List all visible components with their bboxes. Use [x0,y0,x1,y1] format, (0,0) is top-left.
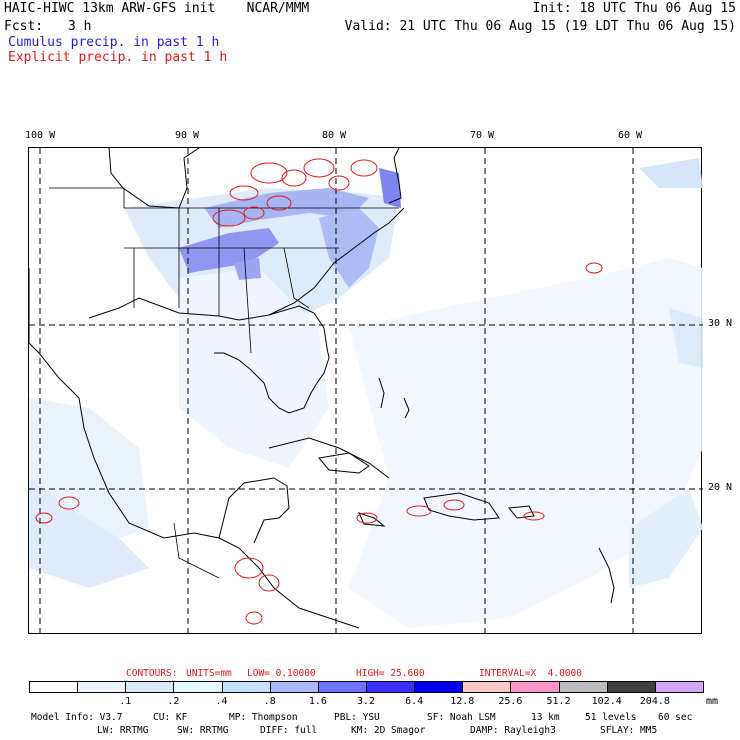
colorbar-tick-label: .1 [119,696,132,707]
colorbar-tick-label: .8 [263,696,276,707]
colorbar-cell [462,681,512,693]
fcst-label: Fcst: [4,19,44,34]
colorbar-tick-label: .2 [167,696,180,707]
lat-label-20n: 20 N [708,482,733,493]
title-text: HAIC-HIWC 13km ARW-GFS init NCAR/MMM [4,1,310,16]
coastlines [28,147,615,629]
lon-label-100w: 100 W [25,130,56,141]
colorbar-cell [317,681,367,693]
colorbar-tick-label: 102.4 [591,696,622,707]
colorbar-cell [510,681,560,693]
mp-scheme: MP: Thompson [229,712,298,723]
colorbar-tick-label: 3.2 [356,696,376,707]
colorbar-tick-label: 25.6 [498,696,523,707]
colorbar-cell [221,681,271,693]
colorbar-unit: mm [706,696,719,707]
lon-label-60w: 60 W [618,130,643,141]
sw-scheme: SW: RRTMG [177,725,229,736]
contours-units: UNITS=mm [186,668,232,679]
sf-scheme: SF: Noah LSM [427,712,496,723]
lon-label-70w: 70 W [470,130,495,141]
init-time: Init: 18 UTC Thu 06 Aug 15 [532,1,737,16]
contours-interval: INTERVAL=X 4.0000 [479,668,582,679]
lat-label-30n: 30 N [708,318,733,329]
map-panel [28,147,703,635]
colorbar-tick-label: 6.4 [405,696,424,707]
colorbar-cell [366,681,416,693]
explicit-precip-contours [35,158,603,625]
pbl-scheme: PBL: YSU [334,712,380,723]
lw-scheme: LW: RRTMG [97,725,149,736]
contours-low: LOW= 0.10000 [247,668,316,679]
grid-spacing: 13 km [531,712,560,723]
colorbar-cell [125,681,175,693]
diff-scheme: DIFF: full [260,725,318,736]
cumulus-legend: Cumulus precip. in past 1 h [8,35,220,50]
cumulus-precip-areas [29,158,703,628]
timestep: 60 sec [658,712,693,723]
colorbar-tick-label: 51.2 [546,696,571,707]
colorbar-cell [606,681,656,693]
colorbar [29,681,704,693]
colorbar-cell [558,681,608,693]
contours-label: CONTOURS: [126,668,178,679]
cu-scheme: CU: KF [153,712,188,723]
map-canvas [28,147,703,635]
contours-high: HIGH= 25.600 [356,668,425,679]
colorbar-tick-label: 12.8 [450,696,475,707]
levels: 51 levels [585,712,637,723]
valid-time: Valid: 21 UTC Thu 06 Aug 15 (19 LDT Thu … [344,19,736,34]
model-info: Model Info: V3.7 [31,712,123,723]
fcst-value: 3 h [68,19,92,34]
colorbar-cell [77,681,127,693]
colorbar-tick-label: .4 [215,696,228,707]
colorbar-tick-label: 1.6 [308,696,327,707]
colorbar-cell [654,681,704,693]
colorbar-cell [173,681,223,693]
explicit-legend: Explicit precip. in past 1 h [8,50,228,65]
colorbar-cell [29,681,79,693]
colorbar-tick-label: 204.8 [639,696,670,707]
lon-label-90w: 90 W [175,130,200,141]
lon-label-80w: 80 W [322,130,347,141]
state-borders [49,187,399,579]
sflay-scheme: SFLAY: MM5 [600,725,658,736]
km-scheme: KM: 2D Smagor [351,725,426,736]
damp-scheme: DAMP: Rayleigh3 [470,725,556,736]
graticule [29,148,703,635]
colorbar-cell [414,681,464,693]
colorbar-cell [269,681,319,693]
